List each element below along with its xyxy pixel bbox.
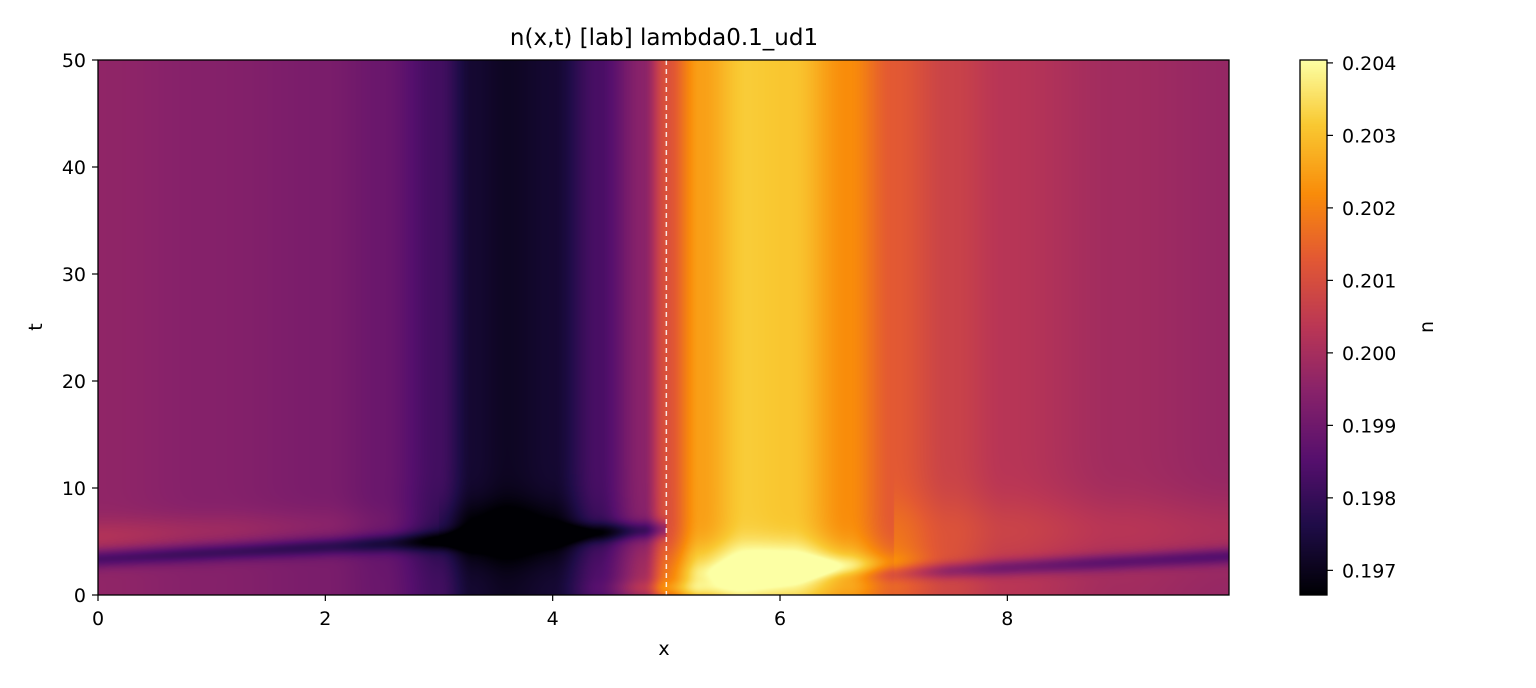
y-tick-label: 30 <box>62 264 86 286</box>
colorbar-tick-label: 0.201 <box>1342 270 1396 292</box>
x-tick-label: 4 <box>547 608 559 630</box>
x-axis-label: x <box>658 638 669 660</box>
x-tick-label: 0 <box>92 608 104 630</box>
x-tick-label: 6 <box>774 608 786 630</box>
y-tick-label: 40 <box>62 157 86 179</box>
y-tick-label: 20 <box>62 371 86 393</box>
colorbar-tick-label: 0.199 <box>1342 415 1396 437</box>
colorbar-tick-label: 0.198 <box>1342 488 1396 510</box>
x-tick-label: 8 <box>1001 608 1013 630</box>
plot-area <box>97 59 1230 596</box>
x-axis: 0 2 4 6 8 <box>92 595 1013 630</box>
y-axis: 0 10 20 30 40 50 <box>62 50 98 607</box>
y-tick-label: 50 <box>62 50 86 72</box>
colorbar-ticks: 0.197 0.198 0.199 0.200 0.201 0.202 0.203 0.204 <box>1327 53 1396 582</box>
colorbar-tick-label: 0.200 <box>1342 343 1396 365</box>
heatmap-field <box>98 60 1229 595</box>
y-tick-label: 0 <box>74 585 86 607</box>
chart-title: n(x,t) [lab] lambda0.1_ud1 <box>510 25 818 51</box>
colorbar-tick-label: 0.203 <box>1342 125 1396 147</box>
colorbar: 0.197 0.198 0.199 0.200 0.201 0.202 0.203 0.204… <box>1299 53 1438 596</box>
colorbar-label: n <box>1416 321 1438 333</box>
y-axis-label: t <box>25 323 47 330</box>
y-tick-label: 10 <box>62 478 86 500</box>
plot-frame <box>97 59 1230 596</box>
colorbar-tick-label: 0.204 <box>1342 53 1396 75</box>
colorbar-gradient <box>1300 60 1327 595</box>
colorbar-tick-label: 0.202 <box>1342 198 1396 220</box>
colorbar-tick-label: 0.197 <box>1342 560 1396 582</box>
x-tick-label: 2 <box>319 608 331 630</box>
colorbar-frame <box>1299 59 1328 596</box>
